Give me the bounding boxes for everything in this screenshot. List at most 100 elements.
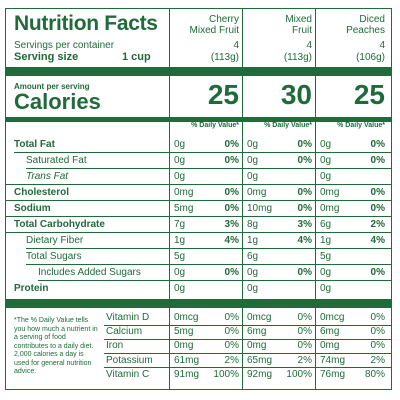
- nutrition-facts-panel: Nutrition Facts Servings per container S…: [5, 8, 392, 390]
- nutrient-amount: 0g: [320, 139, 332, 150]
- vitamin-amount: 74mg: [320, 354, 346, 366]
- footnote: *The % Daily Value tells you how much a …: [14, 317, 98, 375]
- calories-value: 25: [353, 79, 385, 110]
- row-divider: [26, 248, 391, 249]
- vitamin-daily-value: 0%: [297, 312, 312, 323]
- serving-weight: (113g): [210, 52, 239, 63]
- nutrient-daily-value: 0%: [224, 187, 239, 198]
- vitamin-amount: 0mg: [247, 340, 267, 352]
- nutrient-daily-value: 0%: [224, 203, 239, 214]
- nutrient-label: Total Fat: [14, 139, 55, 150]
- vitamin-amount: 6mg: [247, 326, 267, 338]
- nutrient-amount: 0g: [247, 171, 259, 182]
- nutrient-amount: 0g: [247, 139, 259, 150]
- nutrient-amount: 0g: [247, 155, 259, 166]
- servings-label: Servings per container: [14, 40, 115, 51]
- vitamin-daily-value: 0%: [370, 340, 385, 352]
- nutrient-amount: 6g: [247, 251, 259, 262]
- vitamin-amount: 0mg: [320, 340, 340, 352]
- servings-count: 4: [233, 40, 239, 51]
- calories-label: Calories: [14, 89, 101, 114]
- serving-weight: (113g): [283, 52, 312, 63]
- vitamin-amount: 91mg: [174, 368, 200, 380]
- product-name: Cherry: [208, 14, 239, 25]
- nutrient-daily-value: 0%: [224, 267, 239, 278]
- vitamin-amount: 76mg: [320, 368, 346, 380]
- vitamin-daily-value: 0%: [370, 312, 385, 323]
- vitamin-amount: 0mcg: [320, 312, 345, 323]
- row-divider: [38, 280, 391, 281]
- nutrient-label: Trans Fat: [26, 171, 69, 182]
- nutrient-amount: 0g: [247, 267, 259, 278]
- vitamin-daily-value: 0%: [224, 312, 239, 323]
- nutrient-amount: 0g: [174, 283, 186, 294]
- row-divider: [6, 184, 391, 185]
- nutrient-amount: 0g: [320, 267, 332, 278]
- vitamin-amount: 0mcg: [247, 312, 272, 323]
- nutrient-daily-value: 0%: [370, 155, 385, 166]
- thick-divider-calories: [6, 117, 391, 122]
- vitamin-amount: 5mg: [174, 326, 194, 338]
- serving-size-label: Serving size: [14, 51, 79, 63]
- nutrient-amount: 0mg: [174, 187, 194, 198]
- vitamin-daily-value: 2%: [370, 354, 385, 366]
- product-column: Cherry Mixed Fruit 4 (113g) 25 % Daily Value*…: [169, 9, 243, 389]
- vitamin-daily-value: 2%: [224, 354, 239, 366]
- nutrient-amount: 0g: [174, 267, 186, 278]
- row-divider: [6, 232, 391, 233]
- nutrient-daily-value: 0%: [370, 139, 385, 150]
- vitamin-daily-value: 0%: [224, 326, 239, 338]
- nutrient-amount: 5mg: [174, 203, 194, 214]
- vitamin-label: Iron: [106, 340, 124, 352]
- row-divider: [6, 200, 391, 201]
- row-divider: [14, 152, 391, 153]
- nutrient-amount: 5g: [320, 251, 332, 262]
- amount-per-serving: Amount per serving: [14, 82, 90, 91]
- vitamin-amount: 0mg: [174, 340, 194, 352]
- product-name: Peaches: [346, 25, 385, 36]
- vitamin-divider: [104, 324, 391, 326]
- nutrient-amount: 0mg: [320, 187, 340, 198]
- nutrient-daily-value: 0%: [370, 267, 385, 278]
- nutrient-daily-value: 4%: [370, 235, 385, 246]
- serving-weight: (106g): [356, 52, 385, 63]
- vitamin-amount: 6mg: [320, 326, 340, 338]
- product-column: Mixed Fruit 4 (113g) 30 % Daily Value* 0g 0% 0g 0…: [242, 9, 316, 389]
- nutrient-daily-value: 4%: [297, 235, 312, 246]
- vitamin-label: Vitamin D: [106, 312, 150, 323]
- daily-value-header: % Daily Value*: [191, 122, 239, 129]
- nutrient-daily-value: 0%: [297, 155, 312, 166]
- nutrient-amount: 6g: [320, 219, 332, 230]
- product-name: Diced: [359, 14, 385, 25]
- title: Nutrition Facts: [14, 12, 158, 35]
- nutrient-label: Dietary Fiber: [26, 235, 84, 246]
- nutrient-daily-value: 0%: [297, 203, 312, 214]
- vitamin-amount: 65mg: [247, 354, 273, 366]
- vitamin-divider: [104, 367, 391, 369]
- vitamin-divider: [104, 338, 391, 340]
- serving-size-value: 1 cup: [122, 51, 151, 63]
- nutrient-label: Total Sugars: [26, 251, 82, 262]
- nutrient-daily-value: 3%: [224, 219, 239, 230]
- servings-count: 4: [379, 40, 385, 51]
- row-divider: [26, 168, 391, 169]
- nutrient-amount: 1g: [247, 235, 259, 246]
- nutrient-label: Saturated Fat: [26, 155, 87, 166]
- row-divider: [26, 264, 391, 265]
- nutrient-amount: 0g: [320, 171, 332, 182]
- vitamin-daily-value: 0%: [297, 326, 312, 338]
- vitamin-label: Potassium: [106, 354, 153, 366]
- nutrient-label: Includes Added Sugars: [38, 267, 141, 278]
- vitamin-amount: 61mg: [174, 354, 200, 366]
- nutrient-daily-value: 0%: [297, 139, 312, 150]
- nutrient-label: Sodium: [14, 203, 51, 214]
- nutrient-amount: 0g: [320, 283, 332, 294]
- nutrient-label: Protein: [14, 283, 49, 294]
- nutrient-amount: 5g: [174, 251, 186, 262]
- servings-count: 4: [306, 40, 312, 51]
- vitamin-daily-value: 100%: [213, 368, 239, 380]
- nutrient-amount: 8g: [247, 219, 259, 230]
- vitamin-label: Calcium: [106, 326, 143, 338]
- nutrient-daily-value: 4%: [224, 235, 239, 246]
- nutrient-daily-value: 0%: [224, 155, 239, 166]
